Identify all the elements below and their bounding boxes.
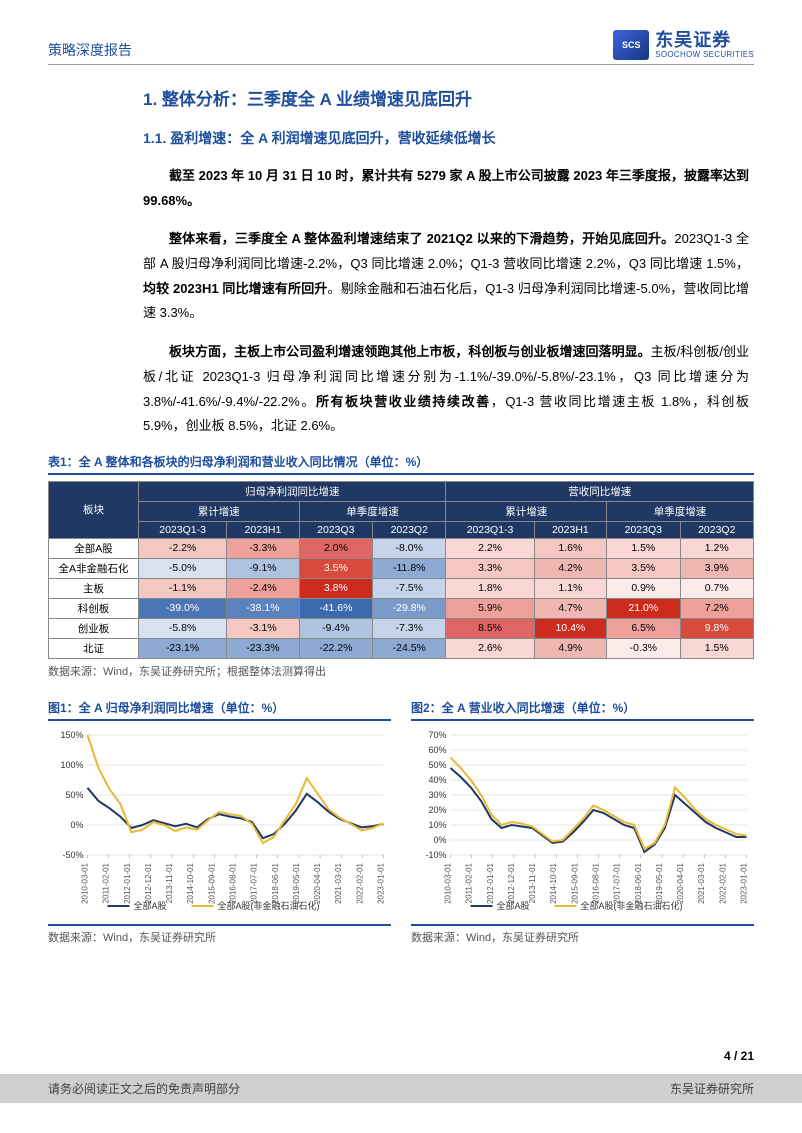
svg-text:2015-09-01: 2015-09-01	[570, 862, 579, 903]
table-row: 创业板-5.8%-3.1%-9.4%-7.3%8.5%10.4%6.5%9.8%	[49, 618, 754, 638]
section-1-1-num: 1.1.	[143, 130, 166, 146]
footer-institute: 东吴证券研究所	[670, 1080, 754, 1097]
svg-text:2013-11-01: 2013-11-01	[165, 862, 174, 903]
chart-1: -50% 0% 50% 100% 150% 2010-03-01 2011-02-01 201…	[48, 727, 391, 917]
svg-text:2019-05-01: 2019-05-01	[655, 862, 664, 903]
svg-text:2010-03-01: 2010-03-01	[81, 862, 90, 903]
svg-text:2023-01-01: 2023-01-01	[377, 862, 386, 903]
table-row: 全部A股-2.2%-3.3%2.0%-8.0%2.2%1.6%1.5%1.2%	[49, 538, 754, 558]
svg-text:2014-10-01: 2014-10-01	[186, 862, 195, 903]
chart-2-col: 图2：全 A 营业收入同比增速（单位：%） -10% 0% 10% 20% 30% 40%…	[411, 699, 754, 945]
svg-text:2016-08-01: 2016-08-01	[592, 862, 601, 903]
svg-text:0%: 0%	[70, 820, 83, 830]
logo-badge-icon: SCS	[613, 30, 649, 60]
paragraph-3: 板块方面，主板上市公司盈利增速领跑其他上市板，科创板与创业板增速回落明显。主板/…	[143, 340, 749, 439]
section-1-num: 1.	[143, 90, 157, 109]
paragraph-1: 截至 2023 年 10 月 31 日 10 时，累计共有 5279 家 A 股…	[143, 164, 749, 213]
page-header: 策略深度报告 SCS 东吴证券 SOOCHOW SECURITIES	[48, 30, 754, 65]
page-number: 4 / 21	[724, 1049, 754, 1063]
svg-text:2020-04-01: 2020-04-01	[313, 862, 322, 903]
svg-text:60%: 60%	[428, 745, 446, 755]
svg-text:2018-06-01: 2018-06-01	[634, 862, 643, 903]
doc-type: 策略深度报告	[48, 30, 132, 60]
svg-text:2018-06-01: 2018-06-01	[271, 862, 280, 903]
svg-text:150%: 150%	[60, 730, 83, 740]
svg-text:2011-02-01: 2011-02-01	[465, 862, 474, 903]
svg-text:50%: 50%	[65, 790, 83, 800]
section-1-title: 整体分析：三季度全 A 业绩增速见底回升	[162, 90, 472, 109]
svg-text:2022-02-01: 2022-02-01	[718, 862, 727, 903]
p3-bold-1: 板块方面，主板上市公司盈利增速领跑其他上市板，科创板与创业板增速回落明显。	[169, 344, 651, 359]
table-1-section: 表1：全 A 整体和各板块的归母净利润和营业收入同比情况（单位：%） 板块归母净…	[48, 453, 754, 679]
logo-en: SOOCHOW SECURITIES	[655, 51, 754, 60]
chart-1-title: 图1：全 A 归母净利润同比增速（单位：%）	[48, 699, 391, 721]
svg-text:2013-11-01: 2013-11-01	[528, 862, 537, 903]
svg-text:100%: 100%	[60, 760, 83, 770]
chart-2: -10% 0% 10% 20% 30% 40% 50% 60% 70% 2010-03-01 201…	[411, 727, 754, 917]
svg-text:2012-01-01: 2012-01-01	[486, 862, 495, 903]
p3-bold-2: 所有板块营收业绩持续改善	[316, 394, 491, 409]
chart-1-col: 图1：全 A 归母净利润同比增速（单位：%） -50% 0% 50% 100% 150%…	[48, 699, 391, 945]
svg-text:2021-03-01: 2021-03-01	[697, 862, 706, 903]
section-1-1-title: 盈利增速：全 A 利润增速见底回升，营收延续低增长	[170, 130, 495, 146]
company-logo: SCS 东吴证券 SOOCHOW SECURITIES	[613, 30, 754, 60]
svg-text:70%: 70%	[428, 730, 446, 740]
table-1: 板块归母净利润同比增速营收同比增速累计增速单季度增速累计增速单季度增速2023Q…	[48, 481, 754, 659]
chart-2-title: 图2：全 A 营业收入同比增速（单位：%）	[411, 699, 754, 721]
svg-text:-50%: -50%	[62, 850, 83, 860]
svg-text:2021-03-01: 2021-03-01	[334, 862, 343, 903]
footer-bar: 请务必阅读正文之后的免责声明部分 东吴证券研究所	[0, 1074, 802, 1103]
svg-text:50%: 50%	[428, 760, 446, 770]
svg-text:2017-07-01: 2017-07-01	[250, 862, 259, 903]
table-row: 北证-23.1%-23.3%-22.2%-24.5%2.6%4.9%-0.3%1…	[49, 638, 754, 658]
svg-text:2011-02-01: 2011-02-01	[102, 862, 111, 903]
svg-text:2017-07-01: 2017-07-01	[613, 862, 622, 903]
svg-text:30%: 30%	[428, 790, 446, 800]
p2-bold-1: 整体来看，三季度全 A 整体盈利增速结束了 2021Q2 以来的下滑趋势，开始见…	[169, 231, 674, 246]
svg-text:全部A股(非金融石油石化): 全部A股(非金融石油石化)	[581, 900, 683, 911]
table-1-title: 表1：全 A 整体和各板块的归母净利润和营业收入同比情况（单位：%）	[48, 453, 754, 475]
svg-text:20%: 20%	[428, 805, 446, 815]
svg-text:2012-12-01: 2012-12-01	[144, 862, 153, 903]
svg-text:0%: 0%	[433, 835, 446, 845]
svg-text:2012-12-01: 2012-12-01	[507, 862, 516, 903]
svg-text:2012-01-01: 2012-01-01	[123, 862, 132, 903]
paragraph-2: 整体来看，三季度全 A 整体盈利增速结束了 2021Q2 以来的下滑趋势，开始见…	[143, 227, 749, 326]
svg-text:2023-01-01: 2023-01-01	[740, 862, 749, 903]
svg-text:2010-03-01: 2010-03-01	[444, 862, 453, 903]
svg-text:2019-05-01: 2019-05-01	[292, 862, 301, 903]
svg-text:2022-02-01: 2022-02-01	[355, 862, 364, 903]
svg-text:2014-10-01: 2014-10-01	[549, 862, 558, 903]
table-row: 全A非金融石化-5.0%-9.1%3.5%-11.8%3.3%4.2%3.5%3…	[49, 558, 754, 578]
footer-disclaimer: 请务必阅读正文之后的免责声明部分	[48, 1080, 240, 1097]
svg-text:全部A股: 全部A股	[497, 900, 530, 911]
logo-cn: 东吴证券	[655, 31, 754, 51]
chart-1-source: 数据来源：Wind，东吴证券研究所	[48, 924, 391, 945]
svg-text:10%: 10%	[428, 820, 446, 830]
section-1-1-heading: 1.1. 盈利增速：全 A 利润增速见底回升，营收延续低增长	[143, 128, 749, 148]
chart-2-source: 数据来源：Wind，东吴证券研究所	[411, 924, 754, 945]
svg-text:2016-08-01: 2016-08-01	[229, 862, 238, 903]
svg-text:2020-04-01: 2020-04-01	[676, 862, 685, 903]
svg-text:-10%: -10%	[425, 850, 446, 860]
svg-text:2015-09-01: 2015-09-01	[207, 862, 216, 903]
table-row: 主板-1.1%-2.4%3.8%-7.5%1.8%1.1%0.9%0.7%	[49, 578, 754, 598]
svg-text:全部A股(非金融石油石化): 全部A股(非金融石油石化)	[218, 900, 320, 911]
section-1-heading: 1. 整体分析：三季度全 A 业绩增速见底回升	[143, 85, 749, 110]
p2-bold-2: 均较 2023H1 同比增速有所回升	[143, 281, 328, 296]
table-row: 科创板-39.0%-38.1%-41.6%-29.8%5.9%4.7%21.0%…	[49, 598, 754, 618]
charts-row: 图1：全 A 归母净利润同比增速（单位：%） -50% 0% 50% 100% 150%…	[48, 699, 754, 945]
svg-text:40%: 40%	[428, 775, 446, 785]
svg-text:全部A股: 全部A股	[134, 900, 167, 911]
table-1-source: 数据来源：Wind，东吴证券研究所；根据整体法测算得出	[48, 663, 754, 679]
